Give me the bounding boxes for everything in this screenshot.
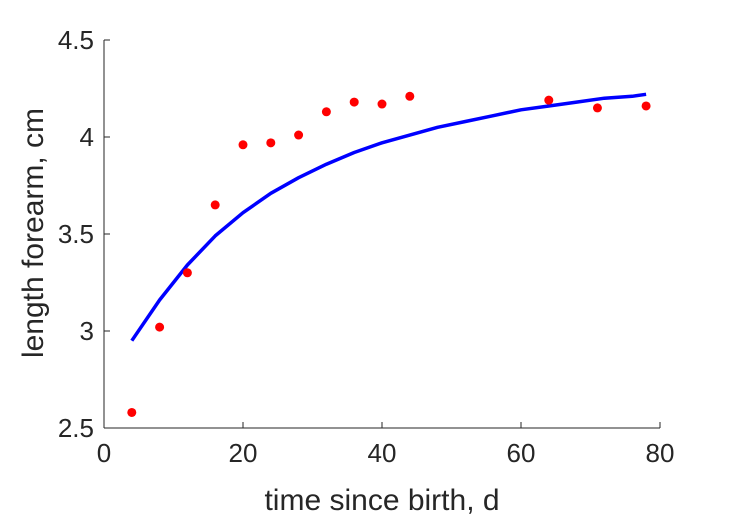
x-tick-label: 60 bbox=[507, 438, 536, 468]
data-point bbox=[349, 97, 359, 107]
data-point bbox=[238, 140, 248, 150]
data-point bbox=[544, 95, 554, 105]
fit-curve bbox=[130, 92, 647, 342]
y-axis-label: length forearm, cm bbox=[17, 108, 50, 358]
y-tick-label: 3.5 bbox=[58, 219, 94, 249]
axes bbox=[103, 39, 661, 429]
data-point bbox=[592, 103, 602, 113]
tick-labels: 0 20 40 60 80 2.5 3 3.5 4 4.5 bbox=[58, 25, 675, 468]
data-point bbox=[266, 138, 276, 148]
data-point bbox=[405, 91, 415, 101]
x-tick-label: 80 bbox=[646, 438, 675, 468]
y-tick-label: 2.5 bbox=[58, 413, 94, 443]
y-tick-label: 4.5 bbox=[58, 25, 94, 55]
y-tick-label: 3 bbox=[80, 316, 94, 346]
data-point bbox=[182, 268, 192, 278]
data-point bbox=[294, 130, 304, 140]
y-tick-label: 4 bbox=[80, 122, 94, 152]
data-point bbox=[377, 99, 387, 109]
data-point bbox=[155, 322, 165, 332]
data-point bbox=[127, 407, 137, 417]
x-tick-label: 0 bbox=[97, 438, 111, 468]
x-tick-label: 40 bbox=[368, 438, 397, 468]
data-point bbox=[210, 200, 220, 210]
x-tick-label: 20 bbox=[229, 438, 258, 468]
plot-area bbox=[127, 91, 651, 417]
data-point bbox=[321, 107, 331, 117]
x-axis-label: time since birth, d bbox=[264, 484, 499, 517]
data-point bbox=[641, 101, 651, 111]
